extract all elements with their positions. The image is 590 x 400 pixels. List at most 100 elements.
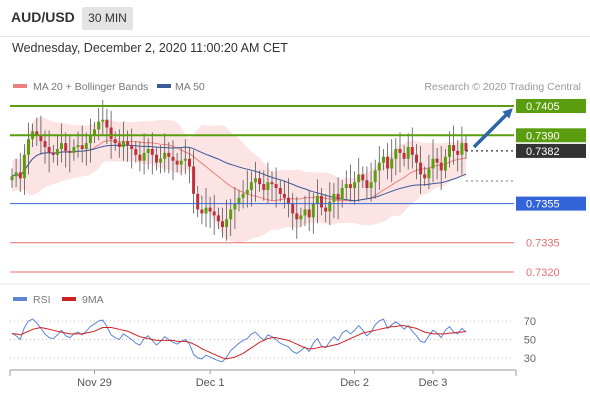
candle-body: [225, 219, 229, 228]
candle-body: [51, 152, 55, 155]
chart-header: AUD/USD 30 MIN: [0, 0, 590, 37]
candle-body: [266, 182, 270, 190]
candle: [448, 131, 451, 168]
candle-body: [390, 158, 394, 169]
candle-body: [208, 207, 212, 212]
candle-body: [237, 197, 241, 204]
rsi-ma-line: [12, 325, 467, 360]
candle-body: [138, 154, 142, 161]
ma20-legend-label: MA 20 + Bollinger Bands: [33, 81, 148, 93]
candle-body: [464, 143, 468, 151]
candle-body: [320, 195, 323, 208]
candle-body: [113, 139, 117, 144]
level-0.7405: 0.7405: [10, 99, 586, 113]
candle-body: [35, 131, 39, 136]
candle: [142, 133, 146, 175]
candle-body: [196, 193, 200, 210]
candle: [93, 121, 96, 144]
candle: [134, 141, 138, 163]
candle: [183, 139, 187, 175]
candle-body: [303, 209, 307, 216]
candle-body: [262, 184, 266, 190]
candle-body: [72, 147, 76, 153]
candle-body: [55, 149, 59, 155]
candle: [188, 148, 191, 184]
rsi-ma-legend-label: 9MA: [82, 294, 104, 306]
candle-body: [369, 182, 373, 189]
candle: [431, 139, 435, 183]
ma20-legend-swatch: [13, 84, 27, 88]
candle: [233, 187, 237, 229]
candle-body: [419, 162, 423, 175]
candle-body: [254, 178, 257, 183]
time-tick-label: Dec 2: [340, 377, 369, 389]
candle: [320, 188, 323, 216]
candle: [196, 186, 200, 218]
candle: [357, 157, 361, 202]
candle-body: [159, 158, 163, 163]
candle-body: [336, 193, 340, 200]
candle-body: [324, 207, 328, 212]
current-price-tag: [516, 143, 586, 158]
candle: [254, 161, 257, 202]
candle: [80, 125, 84, 163]
candle-body: [188, 158, 191, 167]
candle: [419, 146, 423, 194]
candle: [171, 140, 175, 181]
candle-body: [179, 160, 183, 165]
level-0.7390: 0.7390: [10, 128, 586, 143]
candle-body: [163, 152, 167, 159]
candle-body: [402, 152, 406, 159]
candle-body: [60, 143, 63, 149]
candle: [229, 198, 233, 236]
candle: [262, 170, 266, 201]
candle: [373, 159, 377, 199]
forecast-arrow: [472, 108, 513, 149]
candle-body: [278, 188, 282, 194]
candle: [60, 123, 63, 163]
candle: [270, 171, 274, 201]
candle-body: [233, 203, 237, 210]
candle-body: [39, 135, 43, 142]
level-0.7320: 0.7320: [10, 267, 560, 279]
candle: [155, 147, 158, 171]
candle-body: [22, 154, 26, 179]
rsi-tick-label: 30: [524, 353, 536, 365]
level-value: 0.7355: [526, 199, 560, 211]
candle: [386, 143, 390, 180]
candle-body: [415, 154, 418, 163]
candle: [22, 144, 26, 195]
ma50-legend-label: MA 50: [175, 81, 205, 93]
time-tick-label: Nov 29: [77, 377, 112, 389]
candle-body: [88, 135, 92, 144]
candle-body: [142, 152, 146, 161]
candle-body: [10, 176, 14, 181]
candle: [394, 138, 398, 176]
candle: [361, 166, 365, 188]
time-axis: Nov 29 Dec 1 Dec 2 Dec 3: [9, 369, 517, 389]
level-0.7382: 0.7382: [466, 143, 586, 158]
candle: [225, 199, 229, 241]
candle: [348, 164, 352, 202]
time-tick-label: Dec 3: [419, 377, 448, 389]
level-value: 0.7405: [526, 101, 560, 113]
candle-body: [249, 182, 253, 190]
candle: [146, 138, 150, 170]
candle-body: [299, 215, 303, 220]
candle: [212, 194, 216, 235]
candle-body: [448, 145, 451, 157]
candle: [159, 145, 163, 174]
candle-body: [443, 156, 447, 171]
candle-body: [307, 209, 311, 218]
timeframe-badge[interactable]: 30 MIN: [82, 7, 133, 30]
candle: [200, 195, 204, 225]
candle-body: [68, 150, 72, 153]
level-tag: [516, 128, 586, 143]
candle: [14, 158, 18, 187]
candle: [402, 145, 406, 167]
candle-body: [76, 145, 80, 148]
candle-body: [171, 156, 175, 161]
candle: [117, 129, 121, 158]
candle: [274, 167, 278, 208]
candle-body: [423, 174, 427, 179]
